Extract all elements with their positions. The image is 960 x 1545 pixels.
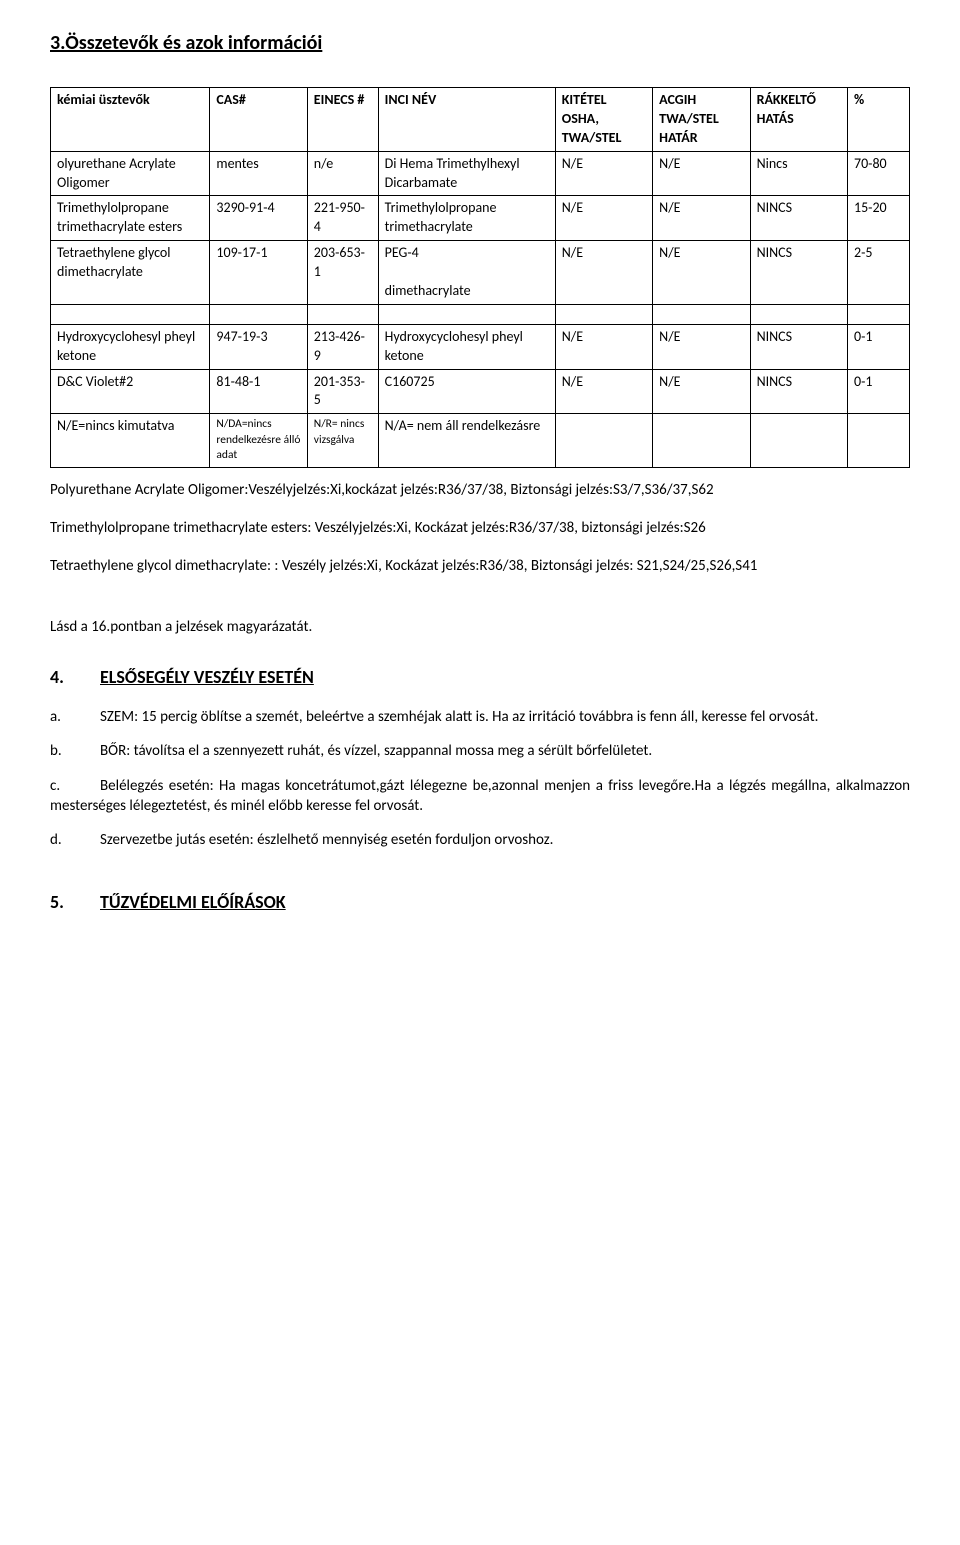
table-cell: mentes [210,151,307,196]
table-cell-empty [307,304,378,324]
item-b-text: BŐR: távolítsa el a szennyezett ruhát, é… [100,742,652,760]
table-cell-empty [210,304,307,324]
table-cell: olyurethane Acrylate Oligomer [51,151,210,196]
composition-table: kémiai üsztevők CAS# EINECS # INCI NÉV K… [50,87,910,468]
table-cell: 81-48-1 [210,369,307,414]
table-cell: N/E [555,151,652,196]
table-cell: NINCS [750,241,847,305]
table-cell: 213-426-9 [307,324,378,369]
table-cell: 0-1 [847,324,909,369]
table-header: CAS# [210,88,307,152]
table-cell: N/E [653,196,750,241]
table-cell: Hydroxycyclohesyl pheyl ketone [378,324,555,369]
table-gap-row [51,304,910,324]
section-5-number: 5. [50,890,100,914]
section-4-number: 4. [50,665,100,689]
table-cell: N/R= nincs vizsgálva [307,414,378,468]
table-cell-empty [750,304,847,324]
table-cell: N/E [653,151,750,196]
table-row: D&C Violet#281-48-1201-353-5C160725N/EN/… [51,369,910,414]
table-row: Trimethylolpropane trimethacrylate ester… [51,196,910,241]
table-cell: N/E [653,324,750,369]
table-cell [653,414,750,468]
table-cell: D&C Violet#2 [51,369,210,414]
table-cell: Tetraethylene glycol dimethacrylate [51,241,210,305]
section-3-title: 3.Összetevők és azok információi [50,30,910,57]
note-trimethylolpropane: Trimethylolpropane trimethacrylate ester… [50,518,910,538]
table-cell: 3290-91-4 [210,196,307,241]
table-cell-empty [555,304,652,324]
table-cell: NINCS [750,324,847,369]
table-cell-empty [378,304,555,324]
table-cell [847,414,909,468]
item-b-label: b. [50,741,100,761]
table-cell: NINCS [750,369,847,414]
section-4-title: ELSŐSEGÉLY VESZÉLY ESETÉN [100,666,314,688]
table-cell: 15-20 [847,196,909,241]
table-cell: N/E [555,196,652,241]
table-cell-empty [847,304,909,324]
item-a-text: SZEM: 15 percig öblítse a szemét, beleér… [100,708,818,726]
table-cell: N/DA=nincs rendelkezésre álló adat [210,414,307,468]
table-cell: N/A= nem áll rendelkezásre [378,414,555,468]
note-tetraethylene: Tetraethylene glycol dimethacrylate: : V… [50,556,910,576]
section-5-title: TŰZVÉDELMI ELŐÍRÁSOK [100,891,286,913]
table-cell-empty [51,304,210,324]
table-header: EINECS # [307,88,378,152]
table-header-row: kémiai üsztevők CAS# EINECS # INCI NÉV K… [51,88,910,152]
table-row: Tetraethylene glycol dimethacrylate109-1… [51,241,910,305]
table-cell: N/E [555,241,652,305]
table-cell: 109-17-1 [210,241,307,305]
table-cell: 203-653-1 [307,241,378,305]
item-c: c.Belélegzés esetén: Ha magas koncetrátu… [50,776,910,817]
table-cell [750,414,847,468]
section-4-heading: 4.ELSŐSEGÉLY VESZÉLY ESETÉN [50,665,910,689]
table-cell: 2-5 [847,241,909,305]
table-cell: 201-353-5 [307,369,378,414]
table-cell: 70-80 [847,151,909,196]
table-cell: 0-1 [847,369,909,414]
table-header: INCI NÉV [378,88,555,152]
table-cell: NINCS [750,196,847,241]
table-row: olyurethane Acrylate Oligomermentesn/eDi… [51,151,910,196]
table-cell: n/e [307,151,378,196]
item-c-text: Belélegzés esetén: Ha magas koncetrátumo… [50,777,910,815]
table-header: KITÉTEL OSHA, TWA/STEL [555,88,652,152]
section-5-heading: 5.TŰZVÉDELMI ELŐÍRÁSOK [50,890,910,914]
table-cell: Nincs [750,151,847,196]
table-cell: Trimethylolpropane trimethacrylate ester… [51,196,210,241]
table-cell: Trimethylolpropane trimethacrylate [378,196,555,241]
item-a: a.SZEM: 15 percig öblítse a szemét, bele… [50,707,910,727]
table-header: RÁKKELTŐ HATÁS [750,88,847,152]
item-d-label: d. [50,830,100,850]
table-cell: 947-19-3 [210,324,307,369]
table-header: ACGIH TWA/STEL HATÁR [653,88,750,152]
table-cell: N/E [555,324,652,369]
item-a-label: a. [50,707,100,727]
table-cell [555,414,652,468]
item-d: d.Szervezetbe jutás esetén: észlelhető m… [50,830,910,850]
table-header: % [847,88,909,152]
item-b: b.BŐR: távolítsa el a szennyezett ruhát,… [50,741,910,761]
item-c-label: c. [50,776,100,796]
table-cell: 221-950-4 [307,196,378,241]
table-header: kémiai üsztevők [51,88,210,152]
table-row: Hydroxycyclohesyl pheyl ketone947-19-321… [51,324,910,369]
note-polyurethane: Polyurethane Acrylate Oligomer:Veszélyje… [50,480,910,500]
table-cell: N/E=nincs kimutatva [51,414,210,468]
table-cell: C160725 [378,369,555,414]
table-cell-empty [653,304,750,324]
table-cell: N/E [653,369,750,414]
table-row: N/E=nincs kimutatvaN/DA=nincs rendelkezé… [51,414,910,468]
table-cell: N/E [653,241,750,305]
table-cell: PEG-4 dimethacrylate [378,241,555,305]
see-section-16: Lásd a 16.pontban a jelzések magyarázatá… [50,617,910,637]
table-cell: Hydroxycyclohesyl pheyl ketone [51,324,210,369]
table-cell: N/E [555,369,652,414]
table-cell: Di Hema Trimethylhexyl Dicarbamate [378,151,555,196]
item-d-text: Szervezetbe jutás esetén: észlelhető men… [100,831,553,849]
